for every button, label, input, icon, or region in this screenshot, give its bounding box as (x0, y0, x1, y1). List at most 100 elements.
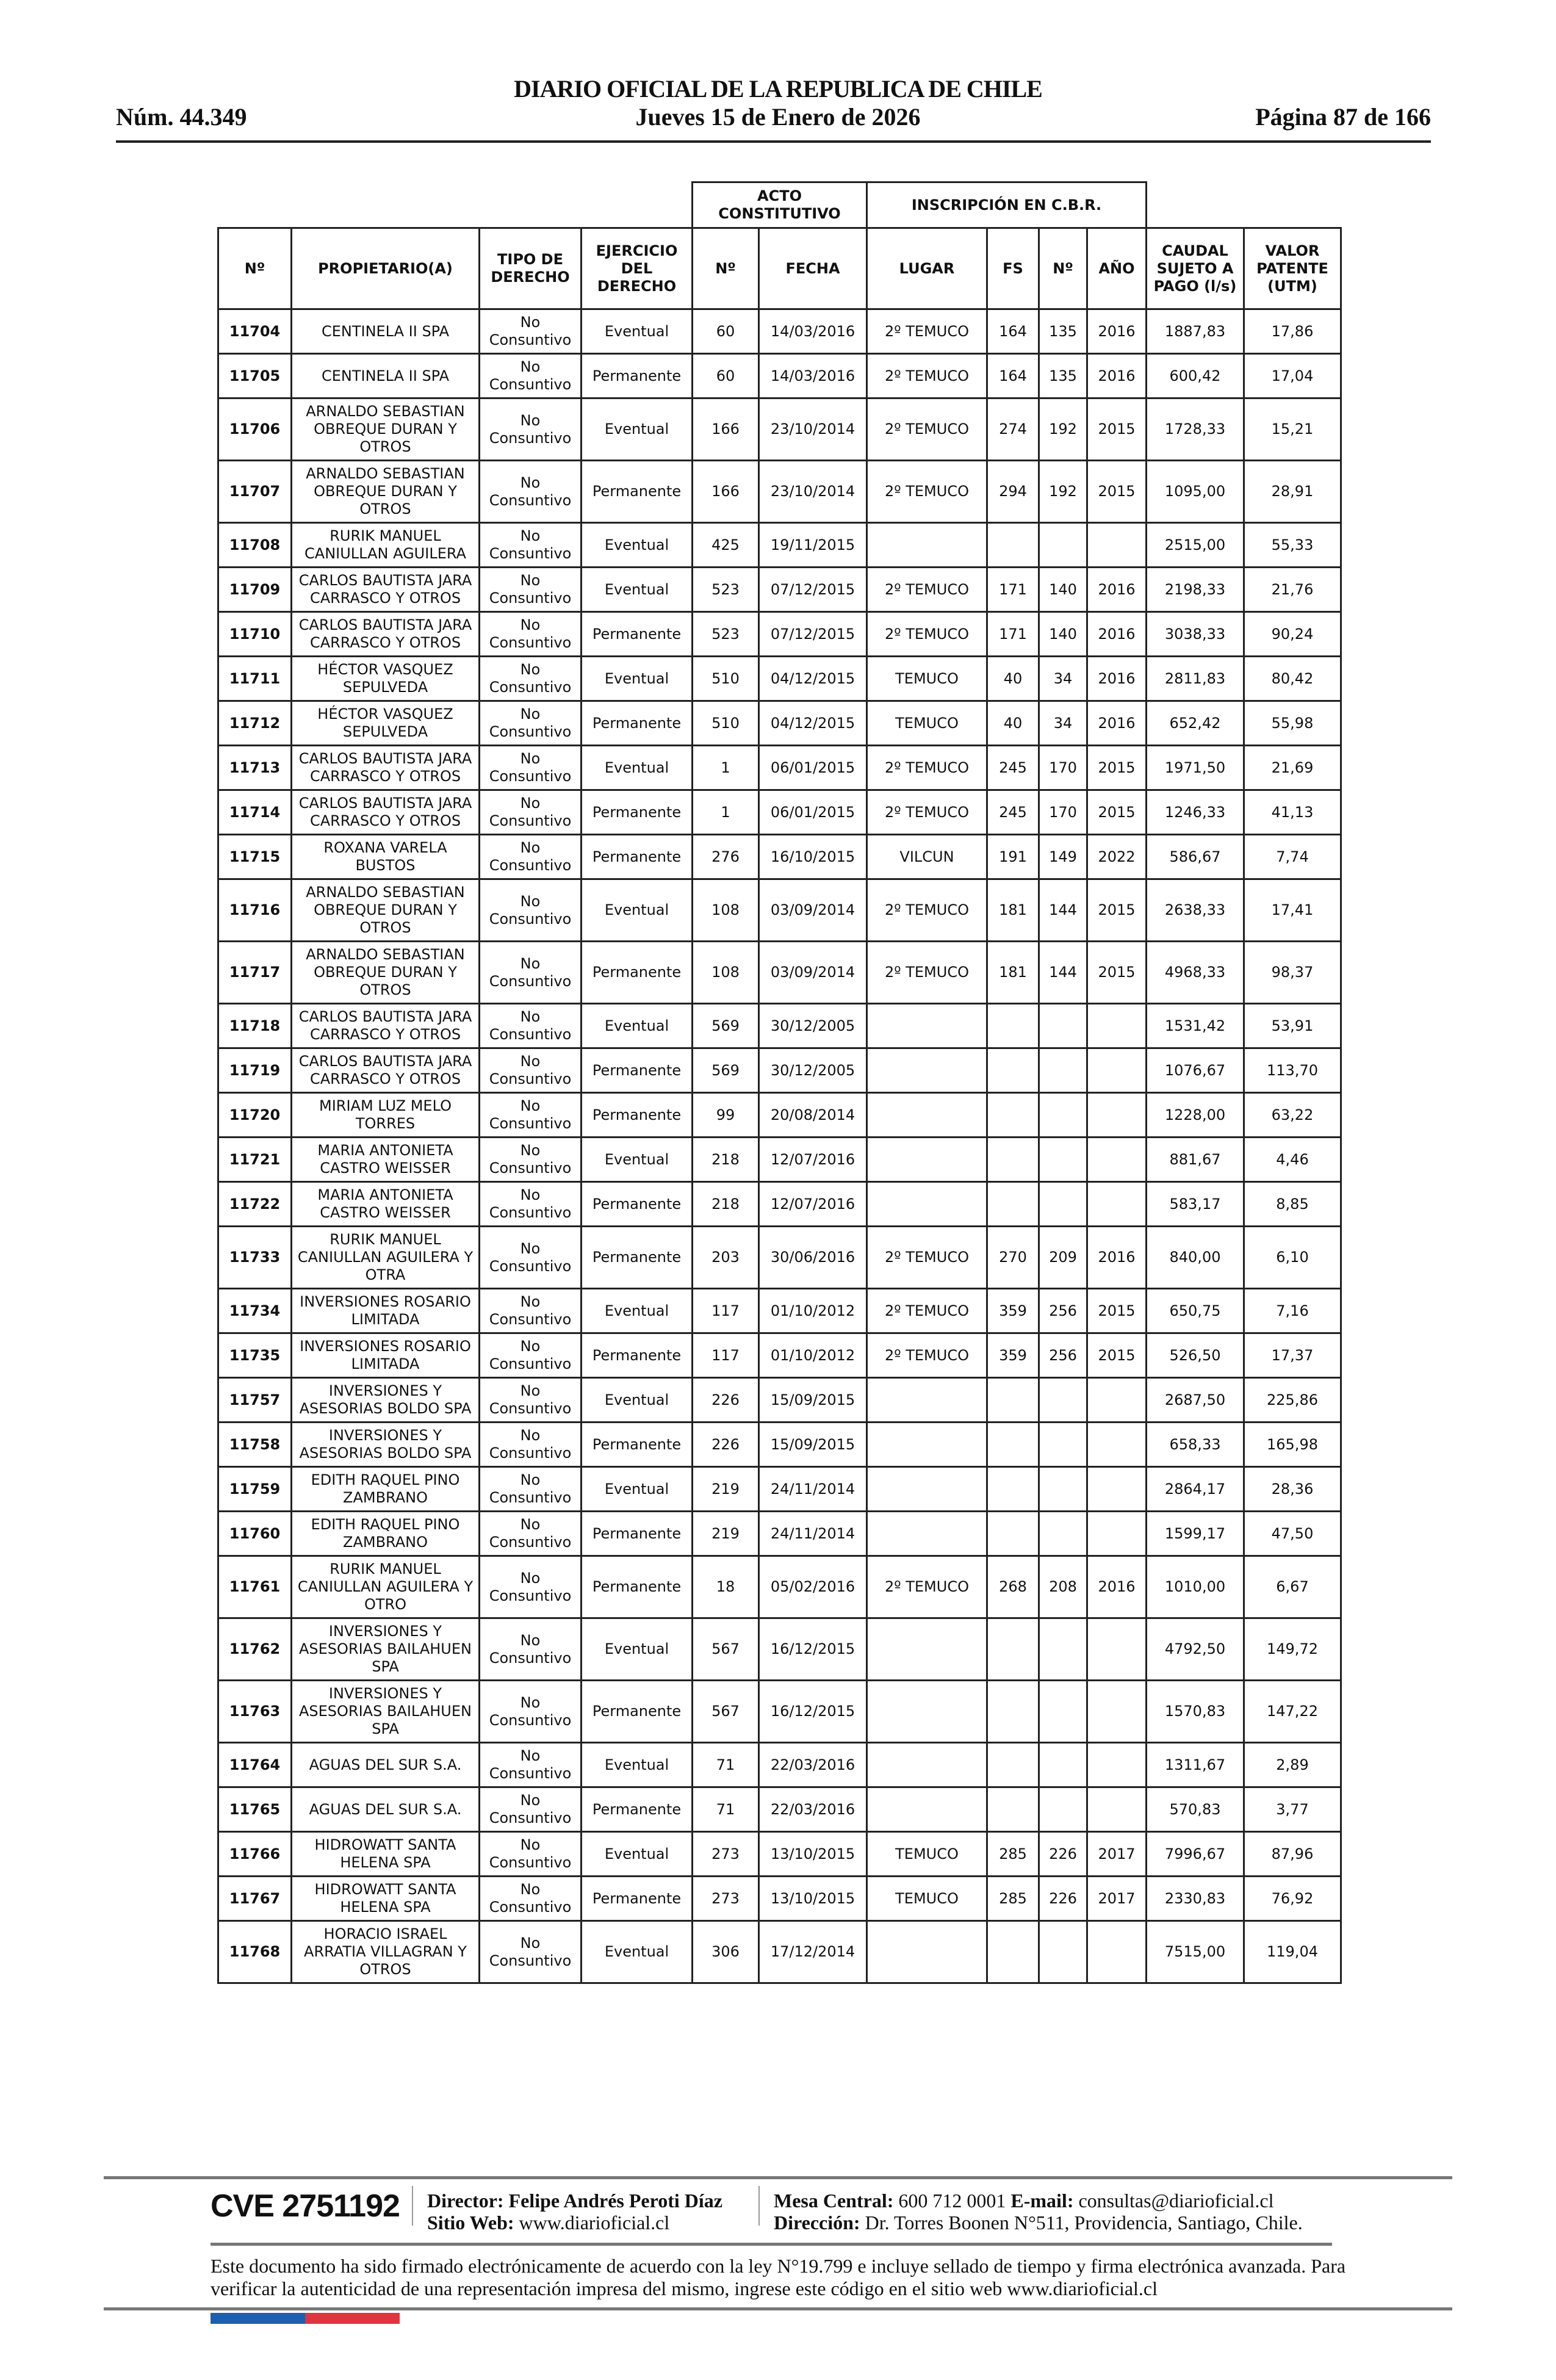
cell-numero: 11717 (217, 940, 292, 1004)
cell-fs (986, 1920, 1040, 1984)
phone: 600 712 0001 (898, 2190, 1006, 2212)
cell-inscripcion-numero (1038, 1510, 1088, 1557)
cell-ejercicio: Eventual (580, 522, 693, 568)
cell-ejercicio: Eventual (580, 566, 693, 613)
cell-lugar: 2º TEMUCO (866, 611, 988, 657)
cell-ejercicio: Permanente (580, 834, 693, 880)
cell-tipo-derecho: No Consuntivo (478, 1831, 582, 1877)
cell-acto-fecha: 30/06/2016 (758, 1225, 868, 1289)
cell-acto-fecha: 12/07/2016 (758, 1181, 868, 1227)
cell-anio: 2015 (1086, 940, 1147, 1004)
cell-acto-fecha: 03/09/2014 (758, 940, 868, 1004)
cell-fs: 191 (986, 834, 1040, 880)
cell-anio: 2015 (1086, 397, 1147, 461)
cell-lugar (866, 1003, 988, 1049)
cell-caudal: 1228,00 (1145, 1092, 1245, 1138)
cell-tipo-derecho: No Consuntivo (478, 308, 582, 355)
cell-fs (986, 1092, 1040, 1138)
cell-lugar (866, 1617, 988, 1681)
cell-valor-patente: 147,22 (1243, 1679, 1342, 1744)
cell-fs: 40 (986, 700, 1040, 746)
cell-acto-fecha: 15/09/2015 (758, 1377, 868, 1423)
cell-lugar: 2º TEMUCO (866, 1288, 988, 1334)
publication-date: Jueves 15 de Enero de 2026 (635, 103, 921, 131)
cell-lugar: 2º TEMUCO (866, 878, 988, 942)
cell-acto-numero: 510 (691, 655, 760, 702)
cell-inscripcion-numero: 170 (1038, 789, 1088, 835)
cell-ejercicio: Eventual (580, 1288, 693, 1334)
cell-anio: 2022 (1086, 834, 1147, 880)
cell-anio (1086, 1510, 1147, 1557)
column-header-anio: AÑO (1086, 227, 1147, 310)
signature-disclaimer: Este documento ha sido firmado electróni… (211, 2255, 1346, 2299)
cell-fs: 285 (986, 1831, 1040, 1877)
cell-inscripcion-numero (1038, 1617, 1088, 1681)
web-label: Sitio Web: (427, 2212, 514, 2234)
cell-acto-fecha: 13/10/2015 (758, 1875, 868, 1922)
cell-anio (1086, 1136, 1147, 1183)
address-label: Dirección: (774, 2212, 860, 2234)
cell-tipo-derecho: No Consuntivo (478, 1136, 582, 1183)
cell-lugar (866, 1466, 988, 1512)
cell-tipo-derecho: No Consuntivo (478, 1679, 582, 1744)
cell-lugar: 2º TEMUCO (866, 789, 988, 835)
cell-acto-fecha: 22/03/2016 (758, 1786, 868, 1833)
cell-acto-numero: 166 (691, 397, 760, 461)
cell-acto-numero: 108 (691, 940, 760, 1004)
cell-caudal: 1728,33 (1145, 397, 1245, 461)
cell-tipo-derecho: No Consuntivo (478, 1555, 582, 1619)
cell-anio (1086, 1092, 1147, 1138)
cell-tipo-derecho: No Consuntivo (478, 745, 582, 791)
cell-valor-patente: 76,92 (1243, 1875, 1342, 1922)
cell-propietario: CARLOS BAUTISTA JARA CARRASCO Y OTROS (290, 745, 480, 791)
cell-caudal: 658,33 (1145, 1421, 1245, 1468)
footer-divider (104, 2307, 1452, 2310)
cell-valor-patente: 17,04 (1243, 353, 1342, 399)
cell-inscripcion-numero: 140 (1038, 611, 1088, 657)
cell-ejercicio: Permanente (580, 789, 693, 835)
cell-fs: 359 (986, 1288, 1040, 1334)
cell-lugar: 2º TEMUCO (866, 745, 988, 791)
cell-ejercicio: Permanente (580, 1679, 693, 1744)
web-link[interactable]: www.diarioficial.cl (519, 2212, 670, 2234)
cell-lugar (866, 1786, 988, 1833)
footer-divider (104, 2176, 1452, 2179)
publication-title: DIARIO OFICIAL DE LA REPUBLICA DE CHILE (514, 75, 1043, 103)
cell-acto-fecha: 05/02/2016 (758, 1555, 868, 1619)
cell-numero: 11759 (217, 1466, 292, 1512)
cell-lugar: 2º TEMUCO (866, 397, 988, 461)
cell-acto-numero: 276 (691, 834, 760, 880)
email-link[interactable]: consultas@diarioficial.cl (1078, 2190, 1274, 2212)
cell-inscripcion-numero (1038, 1181, 1088, 1227)
blank-header (218, 182, 693, 228)
cell-propietario: CENTINELA II SPA (290, 308, 480, 355)
cell-anio (1086, 1466, 1147, 1512)
cell-propietario: CARLOS BAUTISTA JARA CARRASCO Y OTROS (290, 566, 480, 613)
cell-ejercicio: Eventual (580, 1920, 693, 1984)
cell-acto-fecha: 19/11/2015 (758, 522, 868, 568)
address: Dr. Torres Boonen N°511, Providencia, Sa… (865, 2212, 1303, 2234)
cell-propietario: RURIK MANUEL CANIULLAN AGUILERA (290, 522, 480, 568)
cell-lugar: TEMUCO (866, 655, 988, 702)
cell-fs (986, 1679, 1040, 1744)
cell-lugar: VILCUN (866, 834, 988, 880)
table-row: 11766 HIDROWATT SANTA HELENA SPA No Consun… (217, 1831, 1342, 1877)
cell-valor-patente: 165,98 (1243, 1421, 1342, 1468)
water-rights-table: ACTO CONSTITUTIVO INSCRIPCIÓN EN C.B.R. … (217, 181, 1342, 1984)
column-header-row: Nº PROPIETARIO(A) TIPO DE DERECHO EJERCICIO… (217, 227, 1342, 310)
column-header-valor-patente: VALOR PATENTE (UTM) (1243, 227, 1342, 310)
cell-tipo-derecho: No Consuntivo (478, 1617, 582, 1681)
cell-propietario: HÉCTOR VASQUEZ SEPULVEDA (290, 655, 480, 702)
cell-numero: 11768 (217, 1920, 292, 1984)
table-row: 11758 INVERSIONES Y ASESORIAS BOLDO SPA No… (217, 1421, 1342, 1468)
cell-valor-patente: 17,86 (1243, 308, 1342, 355)
table-row: 11722 MARIA ANTONIETA CASTRO WEISSER No Co… (217, 1181, 1342, 1227)
cell-ejercicio: Permanente (580, 700, 693, 746)
cell-acto-numero: 273 (691, 1875, 760, 1922)
cell-lugar (866, 1679, 988, 1744)
cell-numero: 11713 (217, 745, 292, 791)
cell-inscripcion-numero (1038, 1786, 1088, 1833)
column-header-fs: FS (986, 227, 1040, 310)
table-row: 11720 MIRIAM LUZ MELO TORRES No Consuntivo… (217, 1092, 1342, 1138)
cell-ejercicio: Permanente (580, 1332, 693, 1379)
